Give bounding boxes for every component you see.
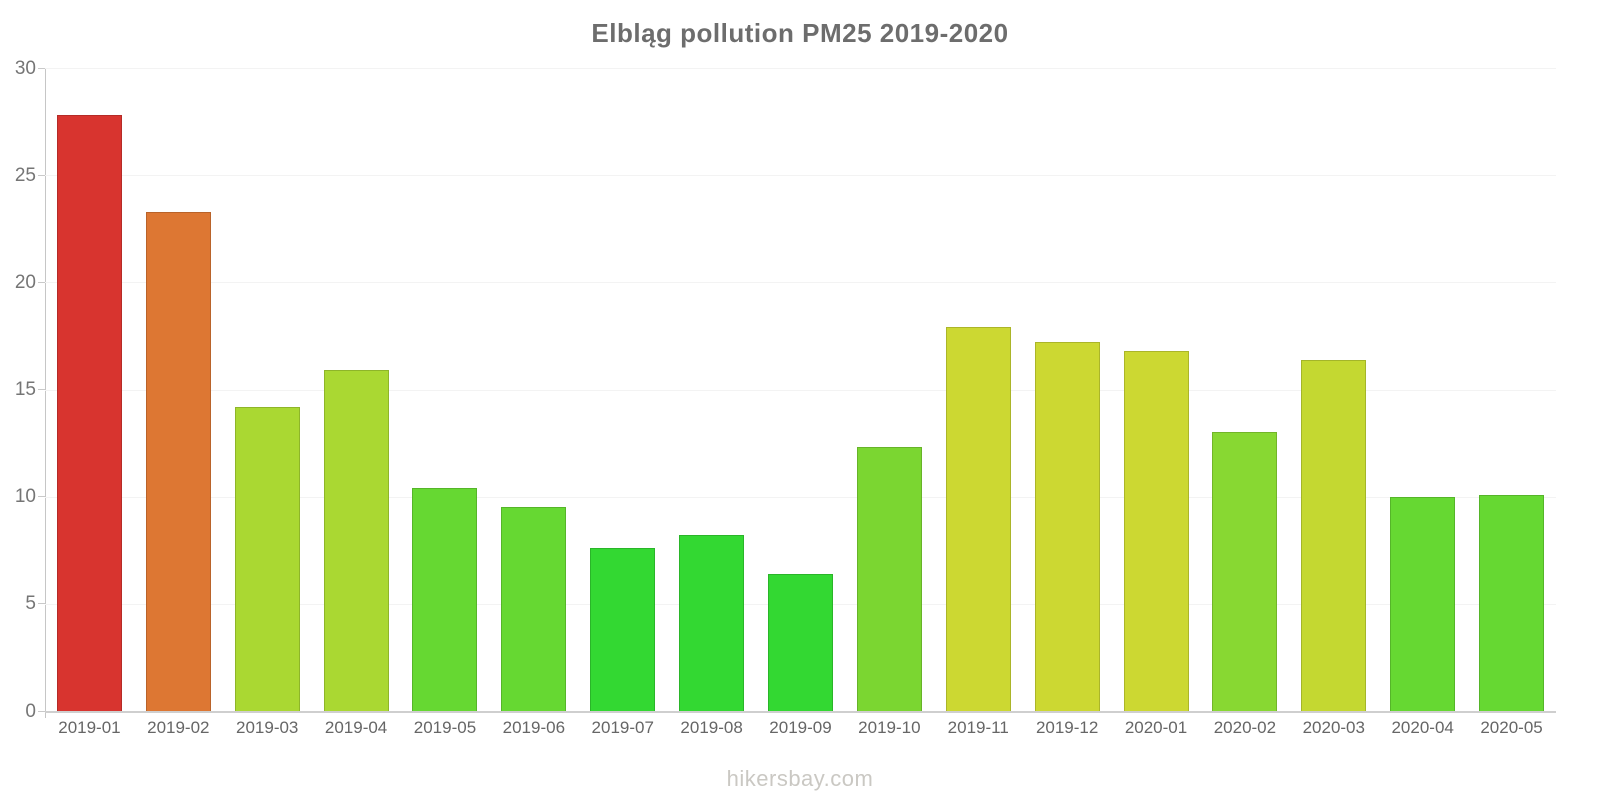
y-tick-label-0: 0 bbox=[25, 700, 36, 722]
bar-2019-10 bbox=[856, 447, 922, 711]
bar-2019-11 bbox=[945, 327, 1011, 711]
x-label-2020-02: 2020-02 bbox=[1213, 718, 1277, 737]
x-label-2019-04: 2019-04 bbox=[324, 718, 388, 737]
bar-2020-01 bbox=[1123, 350, 1189, 711]
bar-2019-09 bbox=[768, 573, 833, 711]
x-label-2020-03: 2020-03 bbox=[1302, 718, 1365, 737]
bar-2019-03 bbox=[234, 406, 300, 711]
x-label-2019-12: 2019-12 bbox=[1035, 718, 1099, 737]
chart-title: Elbląg pollution PM25 2019-2020 bbox=[591, 18, 1009, 48]
bar-2019-05 bbox=[412, 488, 478, 711]
x-label-2020-01: 2020-01 bbox=[1124, 718, 1188, 737]
y-tick-20 bbox=[38, 281, 45, 283]
bar-2019-04 bbox=[323, 370, 389, 711]
y-tick-label-15: 15 bbox=[14, 379, 36, 400]
x-label-2019-08: 2019-08 bbox=[680, 718, 743, 737]
x-label-2020-04: 2020-04 bbox=[1391, 718, 1454, 737]
bar-2019-06 bbox=[501, 507, 567, 711]
bar-2019-12 bbox=[1034, 342, 1100, 711]
bar-2019-01 bbox=[56, 115, 122, 711]
y-tick-label-25: 25 bbox=[14, 164, 36, 186]
y-tick-label-10: 10 bbox=[14, 486, 36, 508]
bar-2019-08 bbox=[679, 535, 745, 711]
bar-2020-02 bbox=[1212, 432, 1278, 711]
bar-2019-02 bbox=[145, 211, 211, 711]
y-tick-25 bbox=[38, 174, 45, 176]
y-tick-label-30: 30 bbox=[14, 57, 36, 79]
gridline-15 bbox=[45, 389, 1556, 391]
y-tick-label-20: 20 bbox=[14, 271, 36, 293]
x-label-2020-05: 2020-05 bbox=[1480, 718, 1543, 737]
y-axis-line bbox=[45, 68, 46, 718]
x-label-2019-10: 2019-10 bbox=[858, 718, 921, 737]
x-label-2019-09: 2019-09 bbox=[769, 718, 832, 737]
gridline-20 bbox=[45, 282, 1556, 284]
bar-2020-03 bbox=[1301, 359, 1367, 711]
x-label-2019-05: 2019-05 bbox=[413, 718, 477, 737]
x-label-2019-11: 2019-11 bbox=[947, 718, 1009, 737]
gridline-10 bbox=[45, 496, 1556, 498]
footer-watermark: hikersbay.com bbox=[726, 766, 874, 791]
plot-area bbox=[45, 68, 1556, 711]
bar-2020-04 bbox=[1390, 496, 1456, 711]
y-tick-5 bbox=[38, 603, 45, 605]
gridline-25 bbox=[45, 175, 1556, 177]
x-label-2019-01: 2019-01 bbox=[58, 718, 121, 737]
x-label-2019-07: 2019-07 bbox=[591, 718, 654, 737]
y-tick-10 bbox=[38, 496, 45, 498]
y-tick-label-5: 5 bbox=[25, 593, 36, 615]
bar-2020-05 bbox=[1479, 494, 1545, 711]
y-tick-30 bbox=[38, 67, 45, 69]
x-label-2019-03: 2019-03 bbox=[236, 718, 299, 737]
bar-2019-07 bbox=[590, 548, 656, 711]
gridline-30 bbox=[45, 68, 1556, 69]
y-tick-0 bbox=[38, 710, 45, 712]
y-tick-15 bbox=[38, 389, 45, 390]
x-axis-baseline bbox=[45, 711, 1556, 713]
x-label-2019-02: 2019-02 bbox=[147, 718, 210, 737]
x-label-2019-06: 2019-06 bbox=[502, 718, 566, 737]
